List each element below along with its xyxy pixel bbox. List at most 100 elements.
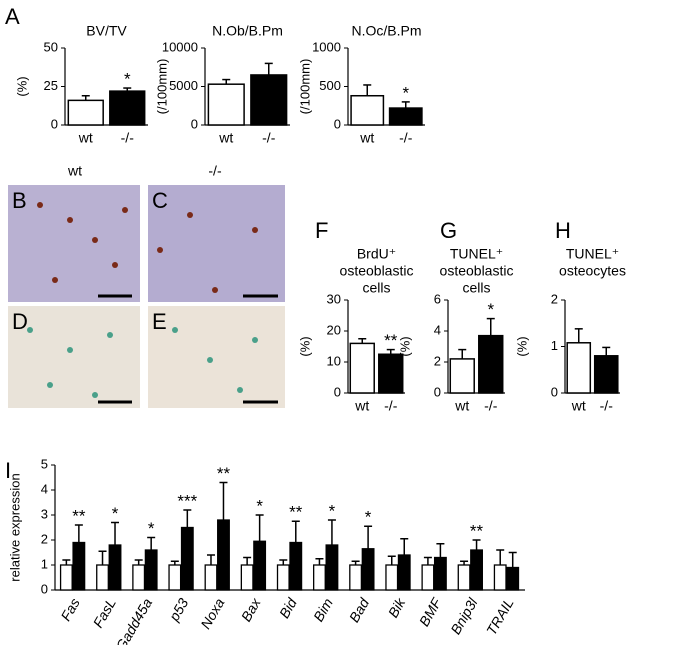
significance: * [329, 501, 336, 520]
y-tick-label: 2 [41, 531, 48, 546]
panel-letter: A [5, 4, 20, 29]
bar [457, 564, 471, 591]
chart-title: TUNEL⁺ [450, 246, 503, 262]
significance: ** [384, 331, 398, 350]
y-tick-label: 50 [44, 39, 58, 54]
y-tick-label: 30 [327, 291, 341, 306]
bar [276, 564, 290, 591]
bar [378, 353, 404, 394]
x-tick-label: Gadd45a [113, 595, 156, 645]
y-tick-label: 4 [41, 481, 48, 496]
y-axis-label: (%) [397, 336, 412, 356]
y-tick-label: 0 [41, 581, 48, 596]
x-tick-label: BMF [416, 594, 445, 629]
chart-title: BV/TV [86, 23, 127, 39]
panel-letter: C [152, 188, 168, 213]
y-tick-label: 0 [334, 384, 341, 399]
y-axis-label: (/100mm) [297, 59, 312, 115]
x-tick-label: Bad [346, 594, 373, 625]
y-axis-label: relative expression [7, 473, 22, 581]
y-tick-label: 500 [319, 78, 341, 93]
panel-letter: D [12, 309, 28, 334]
y-axis-label: (%) [297, 336, 312, 356]
y-tick-label: 1 [41, 556, 48, 571]
panel-letter: E [152, 309, 167, 334]
chart-title: cells [362, 280, 390, 296]
x-tick-label: -/- [262, 130, 276, 146]
bar [108, 544, 122, 591]
bar [566, 342, 592, 394]
bar [493, 564, 507, 591]
column-label: -/- [208, 163, 222, 179]
micrograph-e [148, 306, 285, 408]
bar [240, 564, 254, 591]
bar [506, 566, 520, 591]
bar [470, 549, 483, 591]
bar [204, 564, 218, 591]
y-tick-label: 0 [334, 116, 341, 131]
chart-title: N.Ob/B.Pm [212, 23, 283, 39]
y-tick-label: 2 [434, 353, 441, 368]
significance: * [487, 300, 494, 319]
x-tick-label: -/- [600, 398, 614, 414]
bar [313, 564, 326, 591]
x-tick-label: Fas [57, 595, 83, 623]
significance: * [148, 519, 155, 538]
y-tick-label: 0 [191, 116, 198, 131]
y-tick-label: 20 [327, 322, 341, 337]
panel-letter: G [440, 218, 457, 243]
panel-letter: F [315, 218, 328, 243]
bar [144, 549, 158, 591]
x-tick-label: Noxa [197, 595, 227, 631]
bar [253, 540, 267, 591]
significance: ** [289, 503, 303, 522]
y-axis-label: (%) [514, 336, 529, 356]
bar [385, 564, 399, 591]
y-tick-label: 2 [551, 291, 558, 306]
x-tick-label: Bnip3l [447, 595, 481, 637]
significance: * [402, 83, 409, 102]
x-tick-label: wt [454, 398, 469, 414]
significance: * [124, 70, 131, 89]
chart-title: osteocytes [559, 263, 626, 279]
bar [349, 342, 375, 394]
bar [325, 544, 339, 591]
bar [433, 556, 447, 591]
y-tick-label: 3 [41, 506, 48, 521]
x-tick-label: wt [354, 398, 369, 414]
y-tick-label: 1000 [312, 39, 341, 54]
stained-nuclei [37, 202, 258, 293]
bar [593, 355, 619, 394]
y-tick-label: 25 [44, 78, 58, 93]
x-tick-label: TRAIL [483, 595, 517, 637]
y-tick-label: 5 [41, 456, 48, 471]
bar [361, 548, 375, 591]
x-tick-label: Bid [276, 594, 301, 621]
micrographs: wt -/- B C D E [8, 163, 285, 408]
y-axis-label: (%) [14, 76, 29, 96]
x-tick-label: -/- [484, 398, 498, 414]
y-tick-label: 10 [327, 353, 341, 368]
micrograph-b [8, 185, 140, 302]
bar [109, 90, 146, 126]
bar [449, 358, 475, 394]
micrograph-c [148, 185, 285, 302]
x-tick-label: Bik [385, 594, 409, 620]
significance: * [365, 508, 372, 527]
y-tick-label: 6 [434, 291, 441, 306]
bar [59, 564, 73, 591]
bar [96, 564, 109, 591]
x-tick-label: p53 [165, 595, 191, 624]
significance: *** [177, 491, 197, 510]
bar [217, 519, 230, 591]
scale-bars [98, 294, 278, 404]
y-tick-label: 0 [51, 116, 58, 131]
x-tick-label: -/- [121, 130, 135, 146]
panel-letter: B [12, 188, 27, 213]
significance: ** [72, 506, 86, 525]
chart-title: TUNEL⁺ [566, 246, 619, 262]
bar [388, 107, 423, 126]
y-tick-label: 0 [551, 384, 558, 399]
x-tick-label: Bax [238, 594, 264, 624]
